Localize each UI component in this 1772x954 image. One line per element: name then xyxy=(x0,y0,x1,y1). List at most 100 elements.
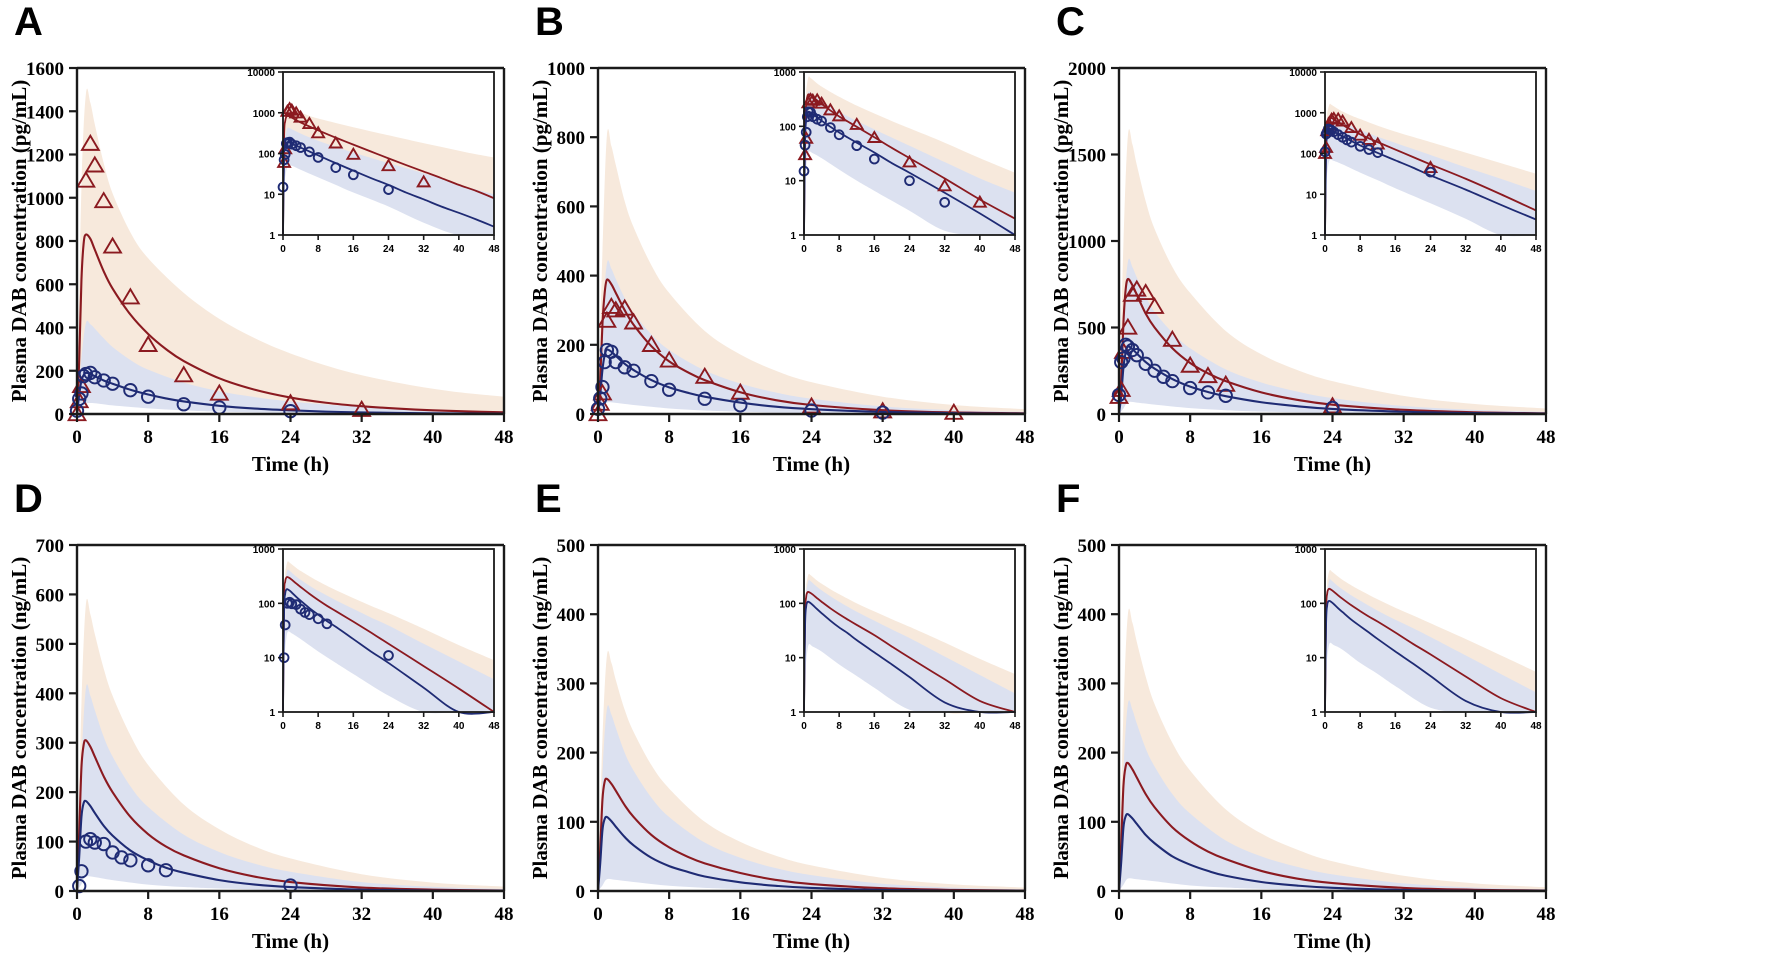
inset-y-tick-label: 100 xyxy=(1300,599,1317,610)
inset-y-tick-label: 100 xyxy=(258,599,275,610)
y-axis-title: Plasma DAB concentration (pg/mL) xyxy=(7,80,31,403)
x-tick-label: 48 xyxy=(1537,427,1556,448)
x-tick-label: 32 xyxy=(873,904,892,925)
y-tick-label: 100 xyxy=(1078,813,1107,834)
y-tick-label: 200 xyxy=(557,744,586,765)
panel-label-D: D xyxy=(14,477,43,521)
inset-x-tick-label: 40 xyxy=(974,721,986,732)
inset-x-tick-label: 48 xyxy=(488,244,500,255)
x-tick-label: 8 xyxy=(143,904,153,925)
y-axis-ticks: 0 100 200 300 400 500 xyxy=(557,536,598,903)
panel-F: F 0 100 200 300 400 500 0 8 16 24 32 40 48 Time (h) Pl… xyxy=(1042,477,1572,954)
blue-prediction-band xyxy=(77,320,504,414)
y-tick-label: 600 xyxy=(36,275,65,296)
inset-x-tick-label: 8 xyxy=(836,244,842,255)
y-tick-label: 400 xyxy=(1078,605,1107,626)
y-tick-label: 500 xyxy=(557,536,586,557)
inset-y-tick-label: 10 xyxy=(264,190,276,201)
inset-x-tick-label: 48 xyxy=(1530,244,1542,255)
y-tick-label: 200 xyxy=(36,783,65,804)
red-median-curve xyxy=(1117,761,1548,893)
x-tick-label: 8 xyxy=(1185,904,1195,925)
x-tick-label: 8 xyxy=(664,427,674,448)
blue-median-curve xyxy=(1117,813,1548,893)
y-tick-label: 400 xyxy=(557,605,586,626)
panel-D: D 0 100 200 300 400 500 600 700 0 8 16 24 32 40 48 Time… xyxy=(0,477,530,954)
inset-blue-band xyxy=(806,579,1015,713)
observed-triangles xyxy=(1108,279,1343,414)
y-axis-ticks: 0 100 200 300 400 500 xyxy=(1078,536,1119,903)
x-tick-label: 8 xyxy=(143,427,153,448)
inset-red-curve xyxy=(282,576,495,713)
inset-y-tick-label: 1000 xyxy=(253,109,276,120)
y-tick-label: 100 xyxy=(557,813,586,834)
inset-x-tick-label: 40 xyxy=(974,244,986,255)
observed-circles xyxy=(69,365,298,419)
inset-y-tick-label: 1 xyxy=(1311,231,1317,242)
inset-x-tick-label: 16 xyxy=(348,721,360,732)
y-tick-label: 600 xyxy=(557,197,586,218)
y-tick-label: 100 xyxy=(36,833,65,854)
blue-prediction-band xyxy=(1119,700,1546,891)
inset-x-tick-label: 24 xyxy=(1425,721,1437,732)
y-tick-label: 1400 xyxy=(26,102,64,123)
x-tick-label: 16 xyxy=(210,904,229,925)
x-tick-label: 16 xyxy=(731,904,750,925)
x-tick-label: 40 xyxy=(944,427,963,448)
inset-y-tick-label: 100 xyxy=(779,122,796,133)
inset-y-tick-label: 100 xyxy=(1300,150,1317,161)
red-prediction-band xyxy=(598,650,1025,891)
x-tick-label: 16 xyxy=(210,427,229,448)
x-tick-label: 40 xyxy=(423,904,442,925)
x-tick-label: 32 xyxy=(873,427,892,448)
inset-B: 1 10 100 1000 0 8 16 24 32 40 48 xyxy=(774,68,1021,255)
inset-x-tick-label: 0 xyxy=(280,244,286,255)
inset-x-tick-label: 8 xyxy=(836,721,842,732)
inset-x-tick-label: 16 xyxy=(348,244,360,255)
inset-x-tick-label: 32 xyxy=(1460,721,1472,732)
x-tick-label: 0 xyxy=(1114,427,1124,448)
prediction-bands xyxy=(77,598,504,891)
inset-x-tick-label: 40 xyxy=(1495,721,1507,732)
panel-A: A 0 200 400 600 800 1000 1200 1400 1600 0 8 16 24 32 4… xyxy=(0,0,530,477)
x-tick-label: 32 xyxy=(352,904,371,925)
inset-y-tick-label: 1 xyxy=(790,708,796,719)
y-tick-label: 200 xyxy=(557,336,586,357)
y-tick-label: 400 xyxy=(36,684,65,705)
blue-prediction-band xyxy=(598,260,1025,414)
y-axis-ticks: 0 200 400 600 800 1000 xyxy=(547,59,598,426)
inset-y-tick-label: 1 xyxy=(790,231,796,242)
panel-C: C 0 500 1000 1500 2000 0 8 16 24 32 40 48 Time (h) Pl… xyxy=(1042,0,1572,477)
y-tick-label: 2000 xyxy=(1068,59,1106,80)
x-axis-title: Time (h) xyxy=(1294,929,1371,953)
inset-x-tick-label: 40 xyxy=(1495,244,1507,255)
x-tick-label: 24 xyxy=(281,427,301,448)
y-tick-label: 0 xyxy=(1097,405,1107,426)
x-tick-label: 16 xyxy=(1252,427,1271,448)
blue-median-curve xyxy=(75,799,506,893)
inset-x-tick-label: 48 xyxy=(1009,244,1021,255)
inset-x-tick-label: 24 xyxy=(383,721,395,732)
inset-x-tick-label: 16 xyxy=(1390,244,1402,255)
inset-y-tick-label: 1 xyxy=(269,231,275,242)
red-prediction-band xyxy=(1119,129,1546,414)
x-tick-label: 16 xyxy=(1252,904,1271,925)
inset-y-tick-label: 10 xyxy=(1306,654,1318,665)
x-tick-label: 48 xyxy=(1537,904,1556,925)
red-median-curve xyxy=(75,739,506,893)
inset-x-tick-label: 32 xyxy=(418,244,430,255)
inset-y-tick-label: 10 xyxy=(1306,190,1318,201)
x-axis-title: Time (h) xyxy=(252,929,329,953)
inset-y-tick-label: 1000 xyxy=(253,545,276,556)
inset-y-tick-label: 10000 xyxy=(1289,68,1317,79)
y-tick-label: 600 xyxy=(36,585,65,606)
red-median-curve xyxy=(596,278,1027,416)
inset-x-tick-label: 24 xyxy=(904,244,916,255)
x-tick-label: 24 xyxy=(802,904,822,925)
y-tick-label: 200 xyxy=(36,362,65,383)
y-tick-label: 500 xyxy=(1078,319,1107,340)
inset-x-tick-label: 48 xyxy=(488,721,500,732)
